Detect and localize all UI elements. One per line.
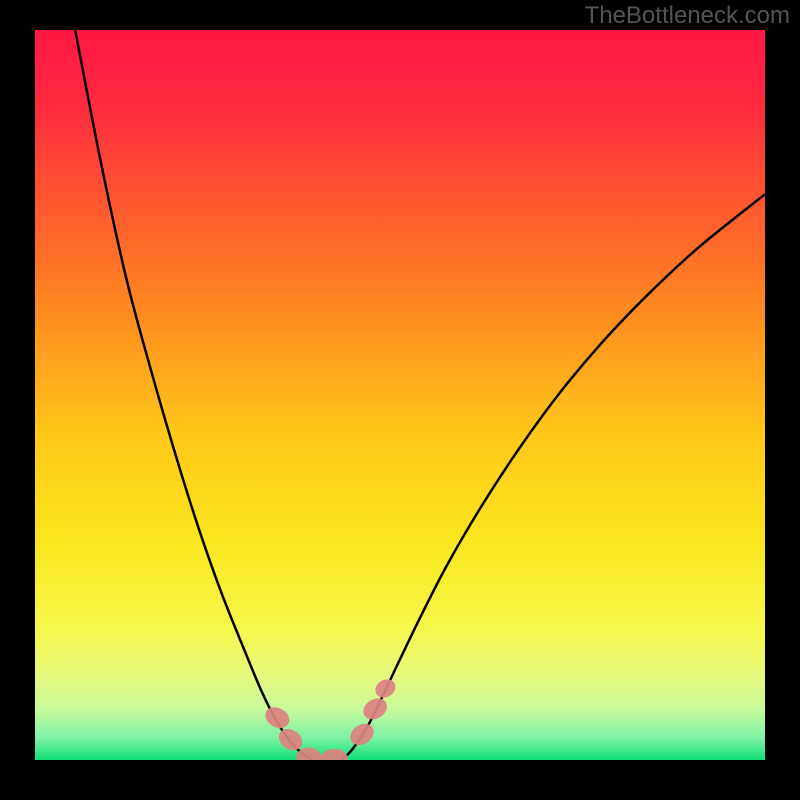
right-curve xyxy=(342,194,765,760)
chart-stage: TheBottleneck.com xyxy=(0,0,800,800)
trough-marker xyxy=(297,748,321,760)
bottleneck-curve-chart xyxy=(35,30,765,760)
left-curve xyxy=(75,30,312,760)
trough-marker xyxy=(321,750,347,760)
trough-marker xyxy=(373,676,398,700)
trough-marker xyxy=(347,720,377,749)
trough-marker xyxy=(360,695,390,723)
trough-marker xyxy=(276,725,306,754)
trough-marker xyxy=(262,704,292,732)
trough-marker-chain xyxy=(262,676,398,760)
watermark-text: TheBottleneck.com xyxy=(585,2,790,30)
plot-area xyxy=(35,30,765,760)
